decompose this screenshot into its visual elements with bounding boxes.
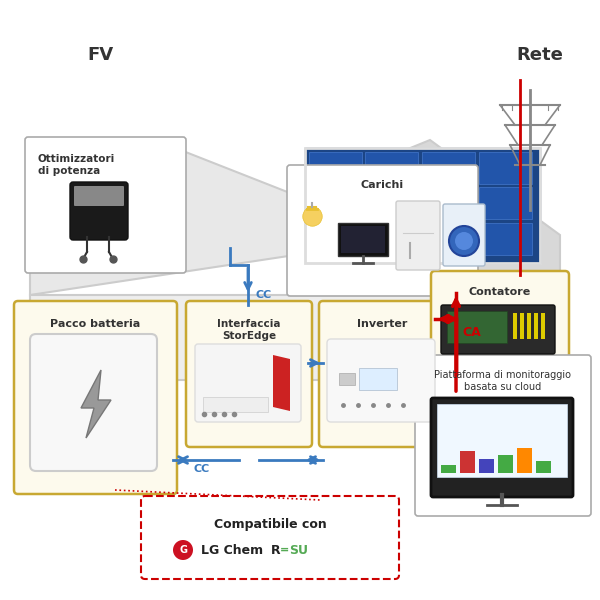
Polygon shape [273, 355, 290, 411]
Text: LG Chem: LG Chem [201, 544, 263, 557]
Bar [365, 187, 418, 219]
Text: SU: SU [289, 544, 308, 557]
Bar [305, 148, 540, 263]
Bar [498, 455, 513, 473]
FancyBboxPatch shape [319, 301, 445, 447]
Bar [460, 451, 475, 473]
Text: CC: CC [194, 464, 210, 474]
Bar [479, 223, 532, 255]
Text: Compatibile con: Compatibile con [214, 518, 326, 531]
Bar [203, 397, 268, 412]
FancyBboxPatch shape [431, 271, 569, 367]
Polygon shape [81, 370, 111, 438]
Circle shape [173, 540, 193, 560]
Text: FV: FV [87, 46, 113, 64]
FancyBboxPatch shape [195, 344, 301, 422]
FancyBboxPatch shape [25, 137, 186, 273]
Text: CA: CA [462, 326, 481, 340]
Bar [422, 187, 475, 219]
Text: R: R [271, 544, 281, 557]
Text: Carichi: Carichi [361, 180, 404, 190]
Circle shape [449, 226, 479, 256]
FancyBboxPatch shape [415, 355, 591, 516]
Text: Contatore: Contatore [469, 287, 531, 297]
FancyBboxPatch shape [186, 301, 312, 447]
Bar [447, 311, 507, 343]
Text: =: = [280, 545, 289, 555]
FancyBboxPatch shape [327, 339, 435, 422]
FancyBboxPatch shape [70, 182, 128, 240]
Bar [309, 152, 362, 184]
Bar [536, 461, 551, 473]
Bar [359, 368, 397, 390]
Bar [437, 404, 567, 477]
FancyBboxPatch shape [441, 305, 555, 354]
Bar [520, 313, 524, 339]
Text: CC: CC [256, 290, 272, 300]
Bar [309, 187, 362, 219]
Bar [517, 448, 532, 473]
Bar [365, 223, 418, 255]
Text: Interfaccia
StorEdge: Interfaccia StorEdge [217, 319, 281, 341]
Bar [365, 152, 418, 184]
Polygon shape [30, 140, 295, 295]
Bar [441, 465, 456, 473]
Bar [341, 226, 385, 253]
FancyBboxPatch shape [443, 204, 485, 266]
Bar [338, 223, 388, 256]
Bar [305, 148, 540, 263]
Text: Rete: Rete [517, 46, 563, 64]
FancyBboxPatch shape [74, 186, 124, 206]
Bar [479, 187, 532, 219]
Bar [513, 313, 517, 339]
Bar [479, 459, 494, 473]
FancyBboxPatch shape [30, 334, 157, 471]
Text: Ottimizzatori
di potenza: Ottimizzatori di potenza [38, 154, 115, 176]
Text: Pacco batteria: Pacco batteria [50, 319, 140, 329]
FancyBboxPatch shape [14, 301, 177, 494]
Bar [479, 152, 532, 184]
Bar [339, 373, 355, 385]
Text: G: G [179, 545, 187, 555]
Bar [422, 223, 475, 255]
FancyBboxPatch shape [396, 201, 440, 270]
FancyBboxPatch shape [431, 398, 573, 497]
Bar [541, 313, 545, 339]
Text: Piattaforma di monitoraggio
basata su cloud: Piattaforma di monitoraggio basata su cl… [434, 370, 571, 392]
Text: Inverter: Inverter [357, 319, 407, 329]
Bar [422, 152, 475, 184]
Polygon shape [30, 295, 560, 380]
Polygon shape [295, 140, 560, 295]
Circle shape [455, 232, 473, 250]
Bar [309, 223, 362, 255]
FancyBboxPatch shape [287, 165, 478, 296]
Bar [534, 313, 538, 339]
Bar [527, 313, 531, 339]
